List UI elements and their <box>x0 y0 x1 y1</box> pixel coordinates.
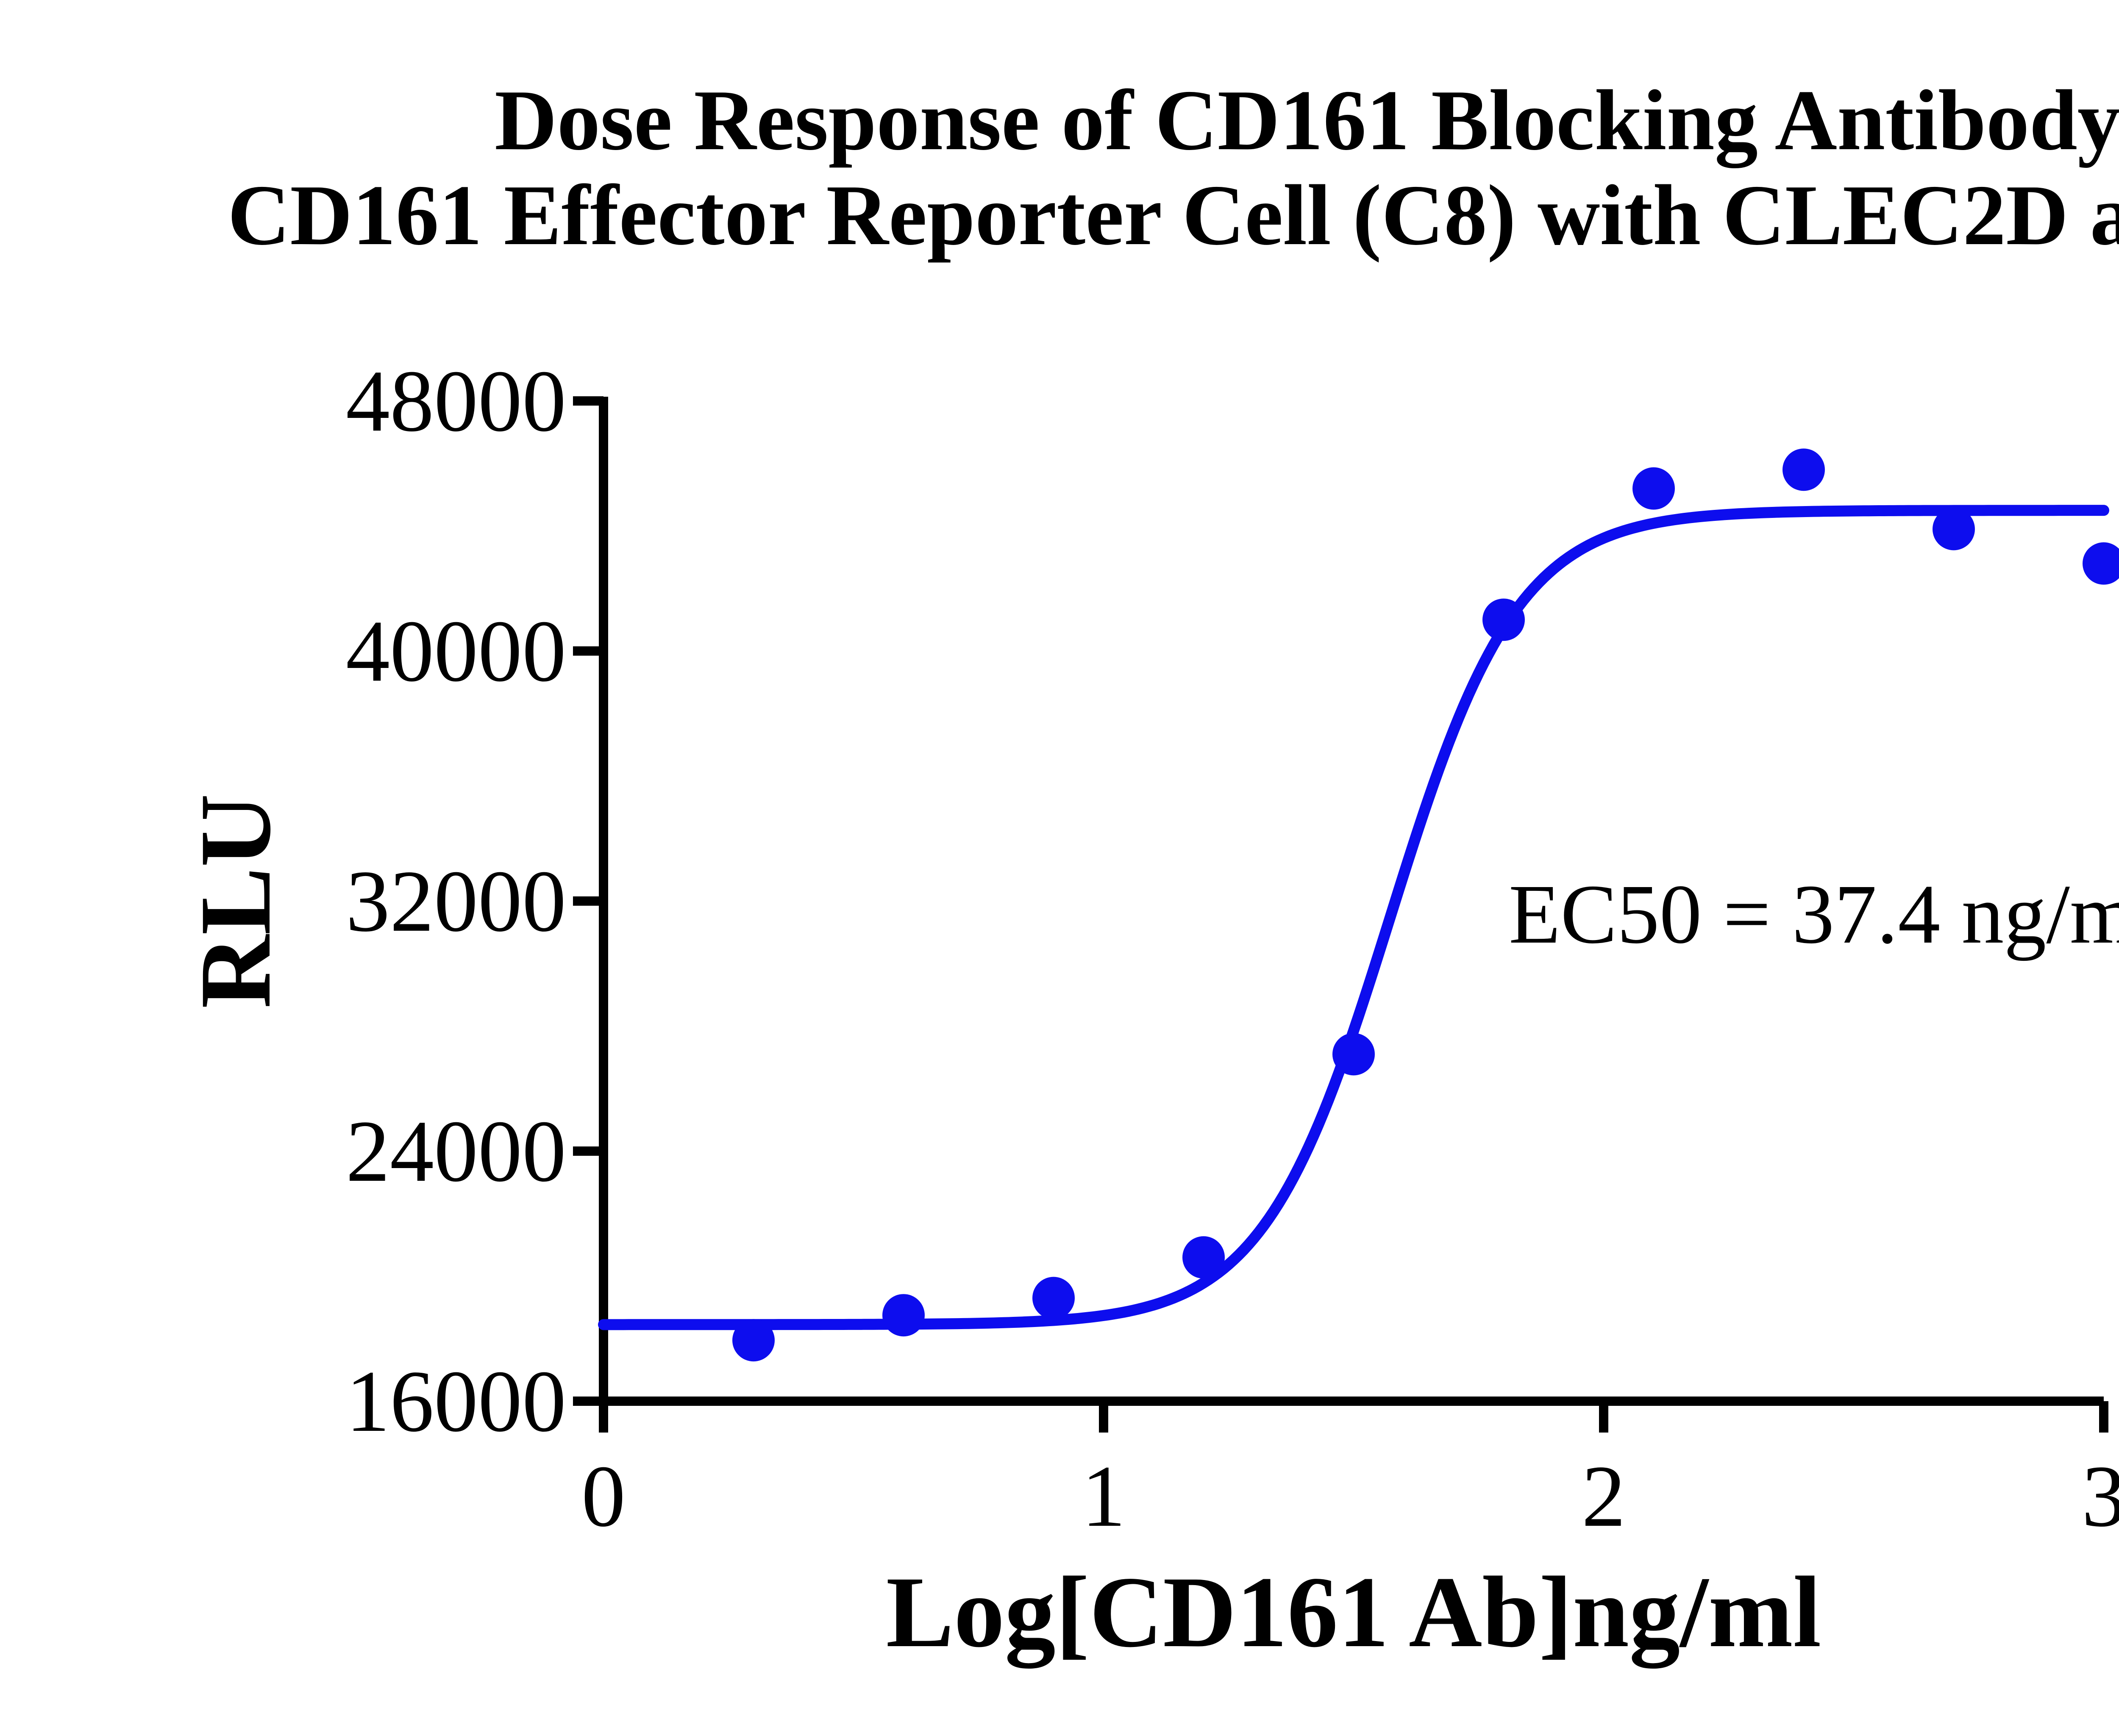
data-point <box>1783 448 1825 491</box>
x-ticks <box>599 1401 2108 1433</box>
ec50-annotation: EC50 = 37.4 ng/ml <box>1509 868 2119 961</box>
y-tick-label: 40000 <box>346 602 566 700</box>
chart-title-line-1: Dose Response of CD161 Blocking Antibody… <box>495 72 2119 168</box>
data-point <box>1032 1277 1075 1319</box>
y-tick-label: 24000 <box>346 1102 566 1200</box>
data-point <box>1332 1033 1375 1076</box>
x-tick-labels: 0 1 2 3 <box>581 1447 2119 1545</box>
y-tick-labels: 48000 40000 32000 24000 16000 <box>346 352 566 1450</box>
y-axis-title: RLU <box>179 794 292 1009</box>
data-point <box>1482 598 1525 641</box>
axes <box>573 396 2108 1433</box>
chart-title-line-2: CD161 Effector Reporter Cell (C8) with C… <box>228 167 2119 263</box>
y-ticks <box>573 396 603 1406</box>
data-point <box>1933 508 1975 551</box>
x-tick-label: 0 <box>581 1447 626 1545</box>
x-tick-label: 2 <box>1582 1447 1626 1545</box>
fit-curve-line <box>598 505 2109 1330</box>
data-point <box>882 1294 925 1337</box>
x-tick-label: 3 <box>2082 1447 2119 1545</box>
data-point <box>1182 1236 1225 1279</box>
x-axis-title: Log[CD161 Ab]ng/ml <box>886 1555 1821 1669</box>
data-point <box>2083 542 2119 585</box>
fit-curve <box>598 505 2109 1330</box>
x-tick-label: 1 <box>1082 1447 1126 1545</box>
y-tick-label: 32000 <box>346 852 566 950</box>
data-point <box>1632 467 1675 510</box>
y-tick-label: 16000 <box>346 1352 566 1450</box>
data-points <box>732 448 2119 1362</box>
data-point <box>732 1319 775 1362</box>
y-tick-label: 48000 <box>346 352 566 450</box>
